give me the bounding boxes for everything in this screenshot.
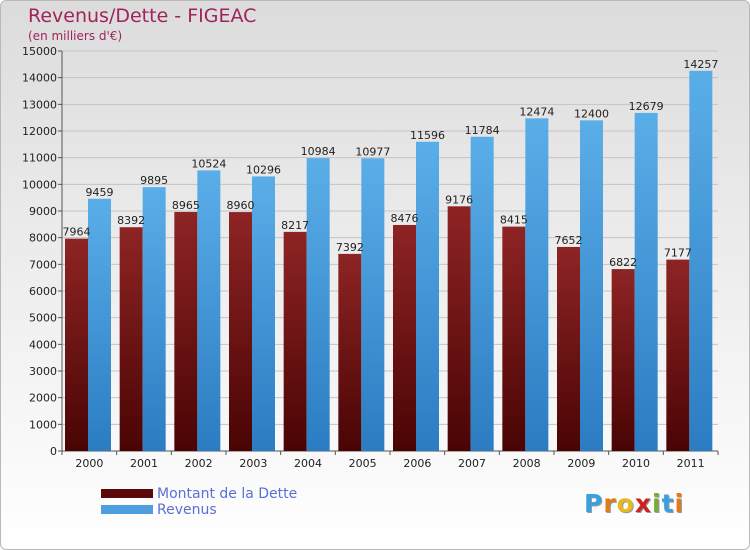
logo-letter: t (661, 489, 675, 518)
legend-swatch-debt (101, 489, 153, 498)
bar-debt (119, 227, 143, 451)
logo-letter: i (674, 489, 685, 518)
proxiti-logo: Proxiti (584, 489, 684, 518)
data-label-debt: 7964 (63, 226, 91, 239)
bar-revenus (689, 70, 713, 452)
bar-revenus (634, 112, 658, 451)
data-label-revenus: 11596 (410, 129, 445, 142)
y-tick-label: 8000 (29, 232, 57, 245)
y-tick-label: 7000 (29, 258, 57, 271)
data-label-revenus: 9459 (86, 186, 114, 199)
bar-debt (666, 259, 690, 451)
legend-label-debt: Montant de la Dette (157, 486, 298, 502)
x-tick-label: 2007 (458, 457, 486, 470)
y-tick-label: 1000 (29, 418, 57, 431)
chart-subtitle: (en milliers d'€) (28, 29, 123, 43)
x-tick-label: 2008 (513, 457, 541, 470)
bar-revenus (416, 141, 439, 452)
y-tick-label: 5000 (29, 312, 57, 325)
x-tick-label: 2009 (567, 457, 595, 470)
x-tick-label: 2011 (677, 457, 705, 470)
y-tick-label: 14000 (22, 72, 57, 85)
y-tick-label: 15000 (22, 45, 57, 58)
logo-letter: r (603, 489, 617, 518)
bar-debt (393, 224, 416, 451)
x-tick-label: 2000 (75, 457, 103, 470)
bar-debt (502, 226, 526, 451)
data-label-debt: 7652 (555, 234, 583, 247)
x-tick-label: 2006 (403, 457, 431, 470)
y-tick-label: 6000 (29, 285, 57, 298)
y-tick-label: 3000 (29, 365, 57, 378)
data-label-revenus: 10984 (301, 145, 336, 158)
bar-debt (557, 246, 580, 451)
data-label-revenus: 14257 (683, 58, 718, 71)
bar-revenus (142, 187, 166, 451)
bar-debt (229, 212, 252, 451)
logo-letter: i (652, 489, 662, 518)
logo-letter: o (616, 489, 635, 518)
y-tick-label: 10000 (22, 178, 57, 191)
bar-revenus (306, 158, 330, 452)
data-label-debt: 8415 (500, 214, 528, 227)
data-label-revenus: 12474 (519, 105, 554, 118)
legend-label-revenus: Revenus (157, 502, 217, 518)
bar-revenus (197, 170, 221, 452)
y-tick-label: 9000 (29, 205, 57, 218)
bar-debt (65, 238, 88, 451)
chart-title: Revenus/Dette - FIGEAC (28, 5, 257, 27)
data-label-debt: 7177 (664, 247, 692, 260)
bar-revenus (525, 118, 549, 452)
bar-debt (338, 253, 362, 451)
logo-letter: P (584, 489, 604, 518)
data-label-revenus: 10296 (246, 163, 281, 176)
bar-revenus (252, 176, 275, 451)
x-tick-label: 2001 (130, 457, 158, 470)
bar-debt (447, 206, 471, 451)
data-label-revenus: 9895 (140, 174, 168, 187)
x-tick-label: 2003 (239, 457, 267, 470)
legend-swatch-revenus (101, 505, 153, 514)
bar-revenus (88, 198, 111, 451)
bar-debt (174, 211, 198, 451)
y-tick-label: 11000 (22, 152, 57, 165)
x-tick-label: 2005 (349, 457, 377, 470)
data-label-revenus: 12400 (574, 107, 609, 120)
data-label-revenus: 10977 (355, 145, 390, 158)
bar-revenus (361, 158, 385, 451)
bar-debt (611, 269, 635, 451)
data-label-debt: 8392 (117, 214, 145, 227)
data-label-debt: 8217 (281, 219, 309, 232)
data-label-revenus: 11784 (465, 124, 500, 137)
bar-debt (283, 231, 307, 451)
x-tick-label: 2004 (294, 457, 322, 470)
logo-letter: x (634, 489, 652, 518)
data-label-debt: 8476 (391, 212, 419, 225)
y-tick-label: 0 (50, 445, 57, 458)
x-tick-label: 2010 (622, 457, 650, 470)
data-label-revenus: 10524 (191, 157, 226, 170)
data-label-debt: 8965 (172, 199, 200, 212)
data-label-revenus: 12679 (629, 100, 664, 113)
bar-revenus (580, 120, 603, 451)
data-label-debt: 9176 (445, 193, 473, 206)
bar-revenus (470, 136, 494, 451)
x-tick-label: 2002 (185, 457, 213, 470)
data-label-debt: 7392 (336, 241, 364, 254)
y-tick-label: 4000 (29, 338, 57, 351)
y-tick-label: 13000 (22, 98, 57, 111)
y-tick-label: 2000 (29, 392, 57, 405)
y-tick-label: 12000 (22, 125, 57, 138)
data-label-debt: 8960 (227, 199, 255, 212)
data-label-debt: 6822 (609, 256, 637, 269)
